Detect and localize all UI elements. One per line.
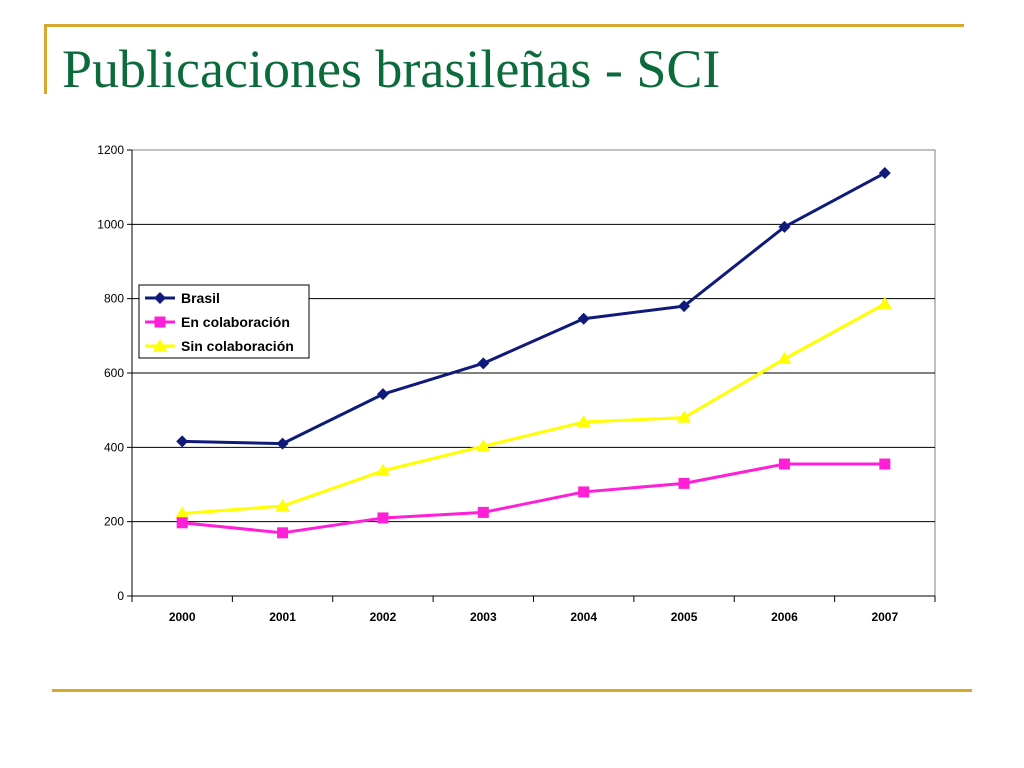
data-point-en-colaboraci-n-2000: [176, 517, 188, 529]
legend: Brasil En colaboración Sin colaboración: [138, 284, 310, 359]
data-point-sin-colaboraci-n-2005: [677, 410, 692, 423]
data-point-brasil-2007: [878, 167, 891, 180]
data-point-brasil-2002: [376, 388, 389, 401]
axes: [127, 149, 936, 602]
y-tick-label-1000: 1000: [97, 217, 124, 231]
data-point-sin-colaboraci-n-2003: [476, 439, 491, 452]
left-decorative-rule: [44, 24, 47, 94]
y-tick-label-400: 400: [104, 440, 124, 454]
legend-label-sin-colaboraci-n: Sin colaboración: [181, 338, 294, 354]
x-tick-label-2000: 2000: [169, 610, 196, 624]
legend-marker-sin-colaboraci-n: [153, 339, 167, 351]
data-point-sin-colaboraci-n-2006: [777, 351, 792, 364]
series-line-sin-colaboraci-n: [182, 302, 886, 515]
legend-marker-en-colaboraci-n: [154, 316, 166, 328]
data-point-brasil-2006: [778, 220, 791, 233]
legend-label-en-colaboraci-n: En colaboración: [181, 314, 290, 330]
data-point-en-colaboraci-n-2001: [277, 527, 289, 539]
y-tick-label-600: 600: [104, 366, 124, 380]
y-tick-label-0: 0: [117, 589, 124, 603]
data-point-brasil-2005: [678, 300, 691, 313]
y-tick-label-1200: 1200: [97, 143, 124, 157]
data-point-brasil-2004: [577, 312, 590, 325]
x-tick-label-2005: 2005: [671, 610, 698, 624]
slide-title: Publicaciones brasileñas - SCI: [62, 39, 721, 99]
y-tick-label-200: 200: [104, 515, 124, 529]
series-en-colaboraci-n: [176, 458, 891, 539]
series-brasil: [176, 167, 891, 450]
data-point-sin-colaboraci-n-2002: [375, 463, 390, 476]
x-tick-label-2007: 2007: [871, 610, 898, 624]
data-point-en-colaboraci-n-2004: [578, 486, 590, 498]
y-tick-label-800: 800: [104, 292, 124, 306]
data-point-en-colaboraci-n-2006: [778, 458, 790, 470]
series-sin-colaboraci-n: [175, 296, 892, 519]
x-tick-label-2004: 2004: [570, 610, 597, 624]
series-lines: [175, 167, 892, 539]
data-point-sin-colaboraci-n-2007: [877, 296, 892, 309]
x-tick-label-2003: 2003: [470, 610, 497, 624]
x-tick-label-2002: 2002: [370, 610, 397, 624]
x-tick-label-2006: 2006: [771, 610, 798, 624]
data-point-brasil-2000: [176, 435, 189, 448]
data-point-sin-colaboraci-n-2000: [175, 506, 190, 519]
y-axis-tick-labels: 0 200 400 600 800 1000 1200: [97, 143, 124, 603]
x-axis-tick-labels: 2000 2001 2002 2003 2004 2005 2006 2007: [169, 610, 899, 624]
data-point-sin-colaboraci-n-2001: [275, 499, 290, 512]
data-point-sin-colaboraci-n-2004: [576, 415, 591, 428]
legend-marker-brasil: [154, 292, 166, 304]
x-tick-label-2001: 2001: [269, 610, 296, 624]
top-decorative-rule: [44, 24, 964, 27]
legend-label-brasil: Brasil: [181, 290, 220, 306]
series-line-en-colaboraci-n: [182, 462, 885, 535]
data-point-brasil-2003: [477, 357, 490, 370]
series-line-brasil: [182, 171, 886, 446]
data-point-brasil-2001: [276, 437, 289, 450]
data-point-en-colaboraci-n-2007: [879, 458, 891, 470]
bottom-decorative-rule: [52, 689, 972, 692]
data-point-en-colaboraci-n-2005: [678, 477, 690, 489]
data-point-en-colaboraci-n-2002: [377, 512, 389, 524]
data-point-en-colaboraci-n-2003: [477, 506, 489, 518]
